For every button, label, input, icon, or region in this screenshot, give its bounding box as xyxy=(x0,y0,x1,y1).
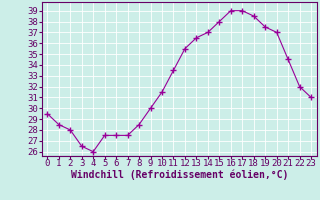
X-axis label: Windchill (Refroidissement éolien,°C): Windchill (Refroidissement éolien,°C) xyxy=(70,170,288,180)
